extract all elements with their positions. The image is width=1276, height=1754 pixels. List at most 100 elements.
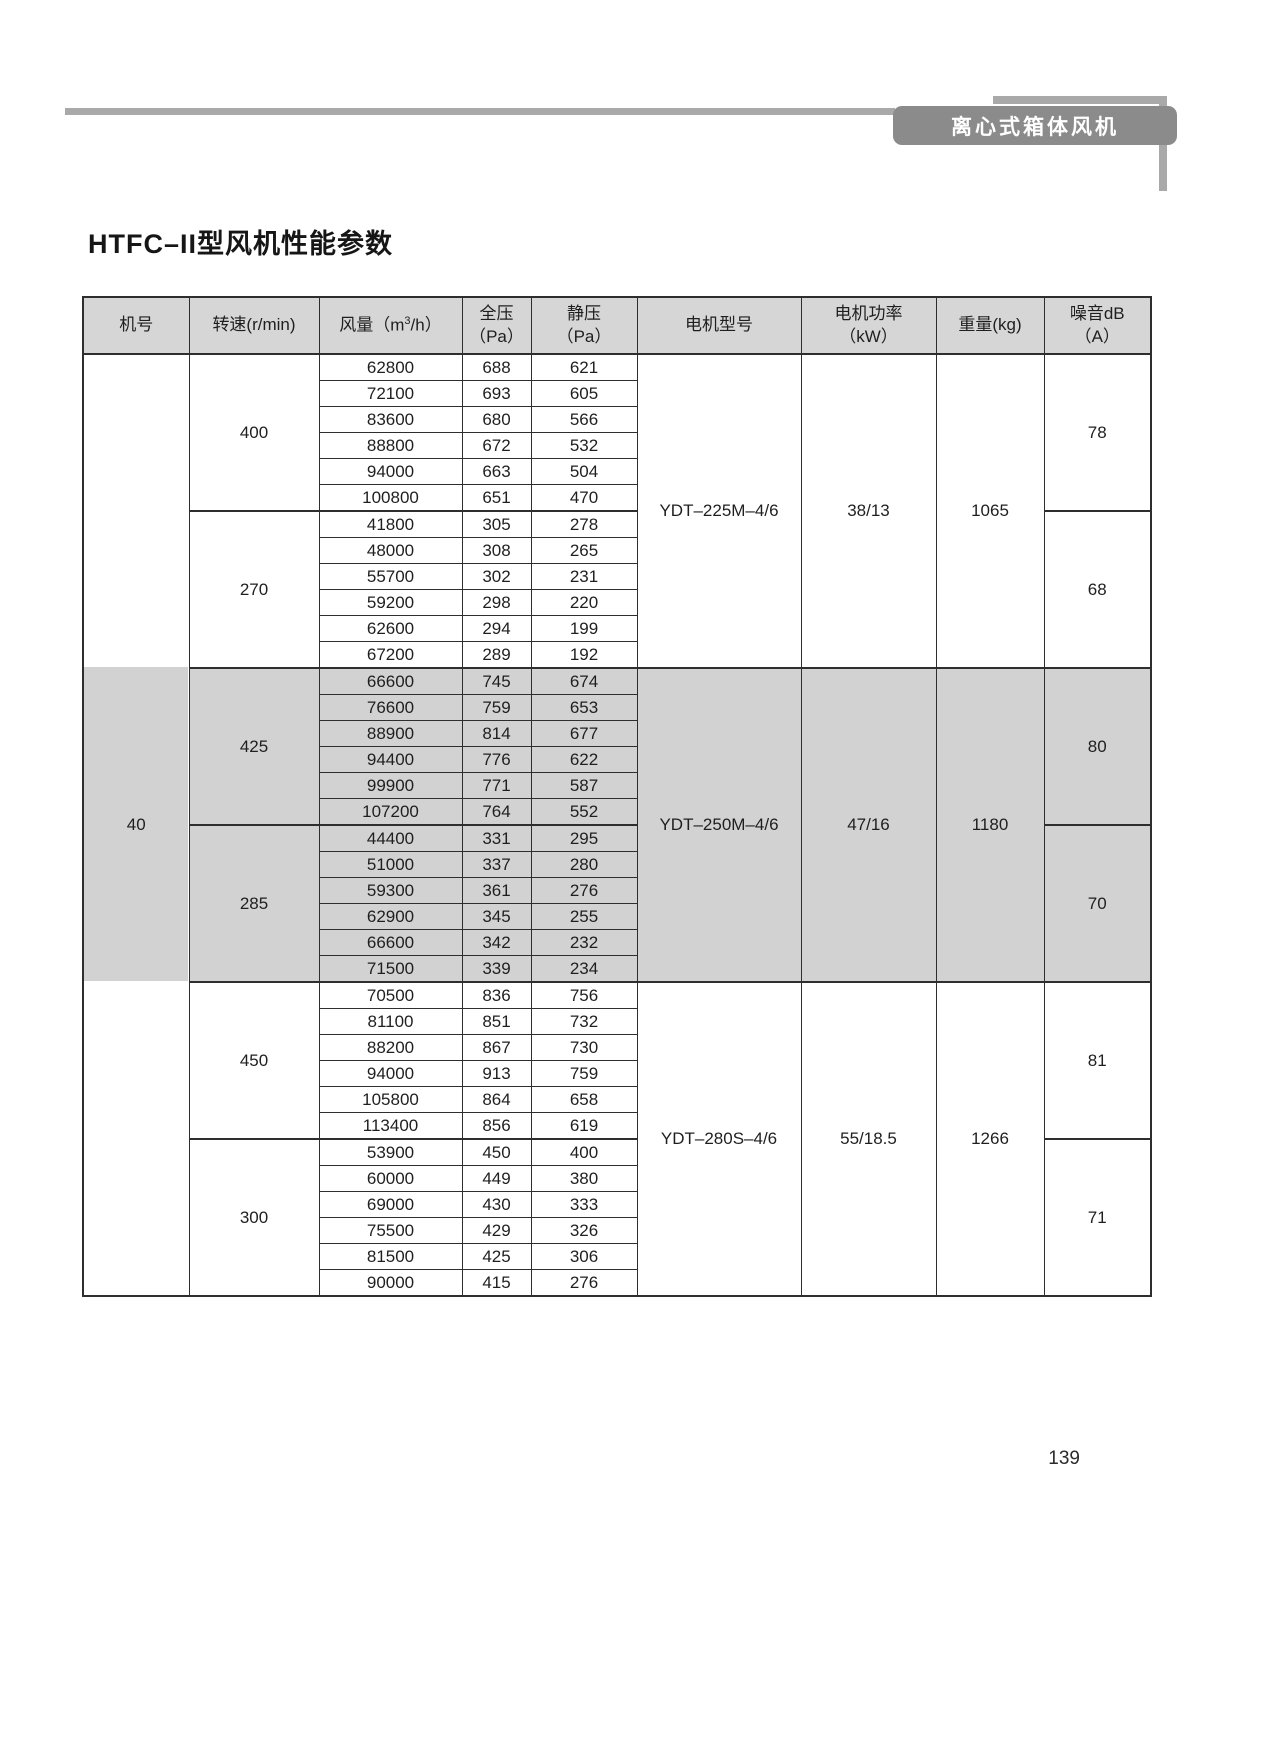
cell-speed: 300: [188, 1138, 320, 1297]
table-row: 99900 771 587: [83, 772, 1151, 799]
table-body: 40 400 62800 688 621 YDT–225M–4/6 38/13 1065 78 7…: [82, 353, 1152, 1297]
airflow-header-text: 风量（m: [339, 315, 405, 335]
cell-static-pressure: 756: [530, 981, 638, 1009]
table-row: 81100 851 732: [83, 1008, 1151, 1035]
table-row: 107200 764 552: [83, 798, 1151, 826]
cell-static-pressure: 380: [530, 1165, 638, 1192]
cell-total-pressure: 672: [461, 432, 532, 459]
table-row: 83600 680 566: [83, 406, 1151, 433]
cell-noise: 81: [1043, 981, 1152, 1140]
cell-airflow: 88800: [318, 432, 463, 459]
cell-total-pressure: 693: [461, 380, 532, 407]
cell-static-pressure: 276: [530, 1269, 638, 1297]
cell-total-pressure: 337: [461, 851, 532, 878]
cell-static-pressure: 552: [530, 798, 638, 826]
cell-airflow: 105800: [318, 1086, 463, 1113]
cell-total-pressure: 425: [461, 1243, 532, 1270]
motor-power-line2: （kW）: [839, 326, 898, 346]
cell-total-pressure: 913: [461, 1060, 532, 1087]
cell-total-pressure: 339: [461, 955, 532, 983]
cell-total-pressure: 294: [461, 615, 532, 642]
cell-total-pressure: 867: [461, 1034, 532, 1061]
cell-airflow: 48000: [318, 537, 463, 564]
cell-static-pressure: 278: [530, 510, 638, 538]
cell-motor-power: 47/16: [800, 667, 937, 983]
cell-airflow: 90000: [318, 1269, 463, 1297]
cell-total-pressure: 771: [461, 772, 532, 799]
cell-airflow: 83600: [318, 406, 463, 433]
table-row: 59200 298 220: [83, 589, 1151, 616]
cell-airflow: 66600: [318, 929, 463, 956]
cell-airflow: 44400: [318, 824, 463, 852]
cell-static-pressure: 730: [530, 1034, 638, 1061]
table-row: 51000 337 280: [83, 851, 1151, 878]
cell-static-pressure: 658: [530, 1086, 638, 1113]
table-row: 425 66600 745 674 YDT–250M–4/6 47/16 1180 80: [83, 667, 1152, 983]
cell-noise: 70: [1043, 824, 1152, 983]
cell-static-pressure: 621: [530, 353, 638, 381]
noise-line1: 噪音dB: [1069, 303, 1125, 323]
cell-speed: 400: [188, 353, 320, 512]
table-row: 100800 651 470: [83, 484, 1151, 512]
static-pressure-line1: 静压: [567, 303, 601, 323]
cell-total-pressure: 836: [461, 981, 532, 1009]
cell-static-pressure: 232: [530, 929, 638, 956]
cell-static-pressure: 653: [530, 694, 638, 721]
cell-total-pressure: 429: [461, 1217, 532, 1244]
cell-total-pressure: 302: [461, 563, 532, 590]
airflow-header-unit: /h）: [410, 315, 442, 335]
table-row: 88200 867 730: [83, 1034, 1151, 1061]
cell-static-pressure: 619: [530, 1112, 638, 1140]
cell-static-pressure: 605: [530, 380, 638, 407]
cell-total-pressure: 361: [461, 877, 532, 904]
cell-airflow: 99900: [318, 772, 463, 799]
cell-static-pressure: 333: [530, 1191, 638, 1218]
cell-total-pressure: 651: [461, 484, 532, 512]
table-row: 113400 856 619: [83, 1112, 1151, 1140]
table-row: 94000 663 504: [83, 458, 1151, 485]
cell-static-pressure: 220: [530, 589, 638, 616]
table-row: 76600 759 653: [83, 694, 1151, 721]
cell-static-pressure: 622: [530, 746, 638, 773]
table-row: 69000 430 333: [83, 1191, 1151, 1218]
cell-motor-power: 55/18.5: [800, 981, 937, 1297]
cell-noise: 80: [1043, 667, 1152, 826]
cell-airflow: 81100: [318, 1008, 463, 1035]
table-row: 94400 776 622: [83, 746, 1151, 773]
noise-line2: （A）: [1074, 326, 1120, 346]
cell-airflow: 55700: [318, 563, 463, 590]
table-row: 90000 415 276: [83, 1269, 1151, 1297]
total-pressure-line1: 全压: [479, 303, 514, 323]
cell-airflow: 76600: [318, 694, 463, 721]
airflow-header-sup: 3: [404, 314, 411, 327]
cell-airflow: 70500: [318, 981, 463, 1009]
cell-total-pressure: 764: [461, 798, 532, 826]
cell-total-pressure: 776: [461, 746, 532, 773]
table-row: 75500 429 326: [83, 1217, 1151, 1244]
header-row: 机号 转速(r/min) 风量（m3/h） 全压 （Pa） 静压 （Pa） 电机型号…: [82, 296, 1152, 355]
cell-total-pressure: 759: [461, 694, 532, 721]
col-header-weight: 重量(kg): [935, 296, 1045, 355]
cell-total-pressure: 331: [461, 824, 532, 852]
table-row: 81500 425 306: [83, 1243, 1151, 1270]
cell-static-pressure: 280: [530, 851, 638, 878]
table-row: 66600 342 232: [83, 929, 1151, 956]
table-row: 67200 289 192: [83, 641, 1151, 669]
cell-airflow: 67200: [318, 641, 463, 669]
cell-airflow: 88900: [318, 720, 463, 747]
cell-static-pressure: 504: [530, 458, 638, 485]
cell-total-pressure: 450: [461, 1138, 532, 1166]
table-row: 59300 361 276: [83, 877, 1151, 904]
table-row: 71500 339 234: [83, 955, 1151, 983]
col-header-noise: 噪音dB （A）: [1043, 296, 1152, 355]
col-header-motor-model: 电机型号: [636, 296, 802, 355]
cell-motor-power: 38/13: [800, 353, 937, 669]
cell-total-pressure: 864: [461, 1086, 532, 1113]
cell-static-pressure: 295: [530, 824, 638, 852]
table-row: 72100 693 605: [83, 380, 1151, 407]
motor-power-line1: 电机功率: [834, 303, 903, 323]
cell-motor-model: YDT–280S–4/6: [636, 981, 802, 1297]
cell-static-pressure: 677: [530, 720, 638, 747]
cell-total-pressure: 305: [461, 510, 532, 538]
cell-speed: 270: [188, 510, 320, 669]
